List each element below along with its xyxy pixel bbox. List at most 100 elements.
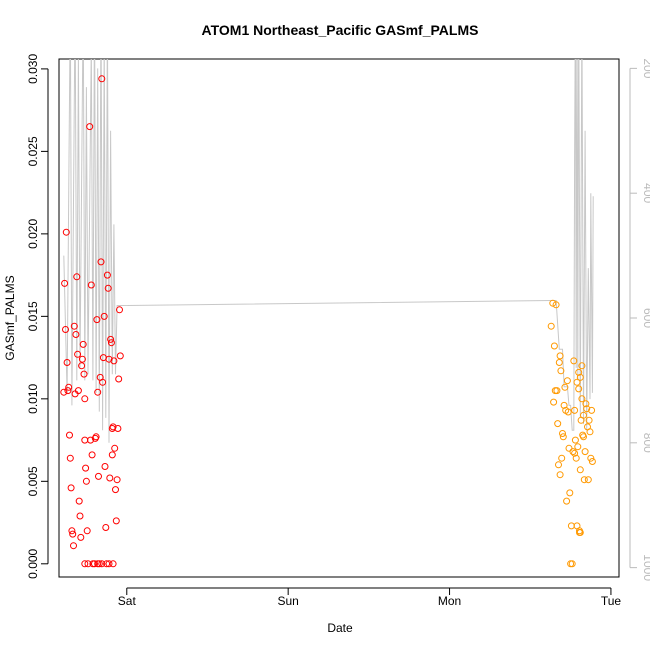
data-point [62, 326, 69, 333]
data-point [556, 352, 564, 360]
data-point [115, 375, 123, 383]
data-point [66, 454, 74, 462]
data-point [571, 436, 579, 444]
data-point [101, 463, 109, 470]
data-point [585, 416, 593, 424]
x-tick-label: Sun [277, 594, 298, 608]
y2-tick-label: 400 [641, 183, 650, 203]
y2-tick-label: 200 [641, 58, 650, 78]
data-point [566, 489, 574, 497]
data-point [86, 123, 94, 131]
data-point [71, 390, 79, 398]
data-point [564, 408, 572, 416]
data-point [559, 433, 567, 441]
data-point [563, 497, 571, 505]
data-point [77, 533, 85, 541]
altitude-line-layer [63, 59, 594, 443]
data-point [573, 378, 581, 386]
data-point [100, 312, 108, 320]
data-point [570, 357, 578, 365]
data-point [75, 497, 83, 505]
data-point [569, 448, 577, 456]
data-point [571, 406, 579, 414]
y-tick-label: 0.015 [26, 301, 40, 331]
data-point [111, 444, 119, 452]
data-point [68, 527, 76, 535]
y-tick-label: 0.025 [26, 136, 40, 166]
data-point [64, 387, 72, 395]
data-point [586, 428, 594, 436]
data-point [576, 466, 584, 474]
data-point [558, 454, 566, 462]
data-point [82, 477, 90, 485]
plot-frame [58, 58, 620, 578]
data-point [61, 279, 69, 287]
data-point [94, 560, 102, 568]
data-point [550, 398, 558, 406]
data-point [107, 335, 115, 343]
data-point [553, 387, 561, 395]
chart-title: ATOM1 Northeast_Pacific GASmf_PALMS [202, 22, 479, 38]
data-point [578, 395, 586, 403]
data-point [581, 448, 589, 456]
data-point [109, 560, 117, 568]
data-point [561, 383, 569, 391]
x-tick-label: Sat [118, 594, 137, 608]
data-point [588, 406, 596, 414]
data-point [105, 560, 113, 568]
x-axis: Sat Sun Mon Tue [118, 587, 621, 608]
data-point [74, 387, 82, 395]
data-point [549, 299, 557, 307]
data-point [554, 420, 562, 428]
data-point [82, 464, 90, 472]
data-point [93, 316, 101, 324]
data-point [550, 342, 558, 350]
data-point [99, 378, 107, 386]
points-layer [60, 75, 596, 568]
data-point [108, 425, 116, 432]
data-point [83, 527, 91, 535]
data-point [580, 411, 587, 419]
y2-tick-label: 600 [641, 308, 650, 328]
data-point [76, 512, 84, 520]
data-point [576, 529, 584, 536]
y-axis: 0.000 0.005 0.010 0.015 0.020 0.025 0.030 [26, 54, 49, 579]
data-point [72, 331, 80, 338]
data-point [578, 362, 586, 370]
data-point [62, 228, 70, 236]
data-point [78, 355, 86, 363]
data-point [557, 367, 565, 375]
data-point [70, 542, 77, 550]
x-tick-label: Mon [438, 594, 461, 608]
data-point [116, 306, 123, 314]
data-point [81, 395, 89, 403]
data-point [98, 75, 106, 83]
data-point [81, 560, 89, 568]
data-point [105, 355, 113, 363]
data-point [65, 383, 73, 391]
data-point [113, 476, 121, 484]
data-point [575, 368, 583, 376]
data-point [110, 357, 118, 365]
data-point [81, 436, 89, 444]
data-point [112, 486, 119, 494]
data-point [552, 301, 560, 309]
data-point [565, 444, 573, 452]
data-point [107, 339, 115, 347]
data-point [116, 352, 124, 360]
data-point [69, 530, 77, 538]
data-point [583, 405, 591, 413]
data-point [74, 350, 82, 358]
data-point [555, 461, 562, 469]
y-tick-label: 0.030 [26, 54, 40, 84]
y-axis-label: GASmf_PALMS [3, 275, 17, 360]
x-axis-label: Date [327, 621, 353, 635]
data-point [563, 377, 571, 385]
altitude-line [63, 59, 594, 443]
y2-tick-label: 1000 [641, 554, 650, 581]
data-point [572, 454, 580, 462]
y2-tick-label: 800 [641, 433, 650, 453]
data-point [576, 373, 584, 381]
data-point [584, 476, 592, 484]
data-point [102, 524, 110, 531]
